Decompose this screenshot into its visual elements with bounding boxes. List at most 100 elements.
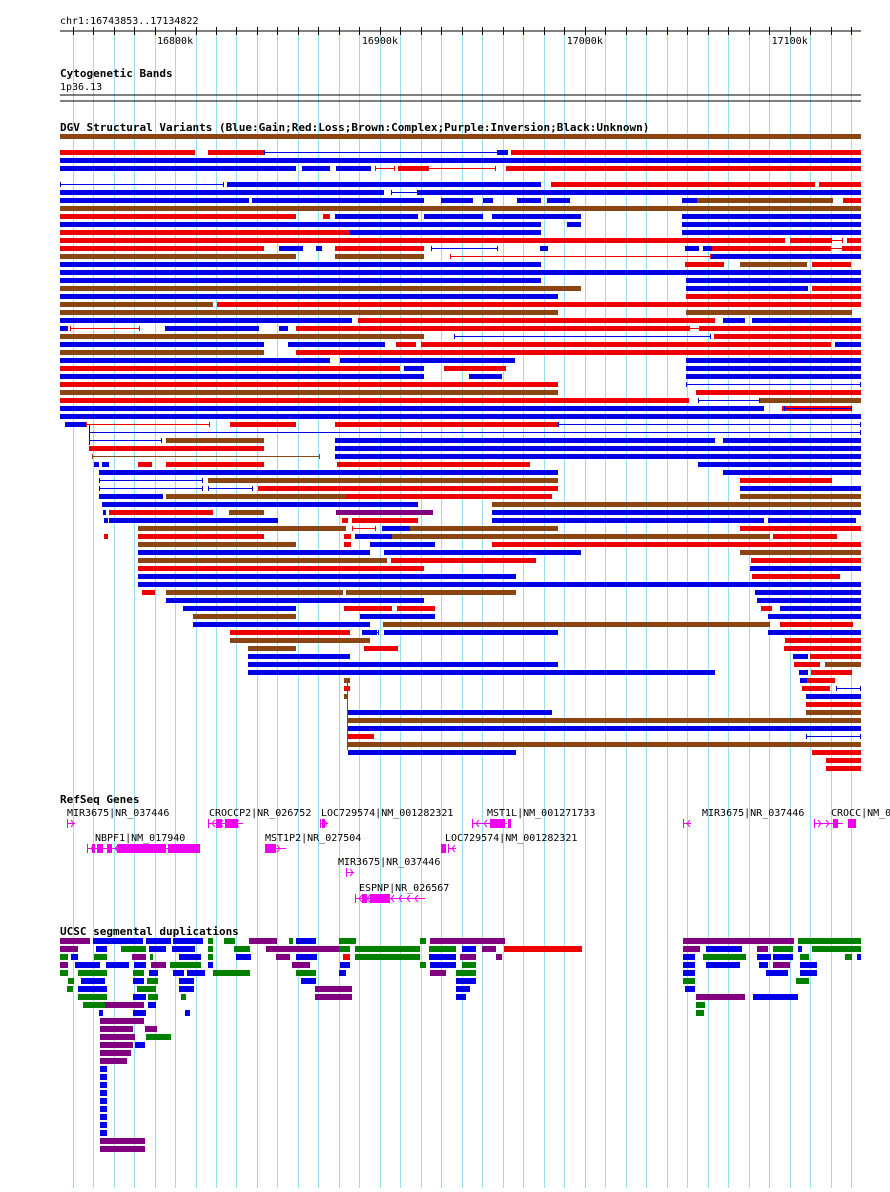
segdup-block[interactable] [462,962,476,968]
segdup-block[interactable] [78,970,107,976]
dgv-variant-loss[interactable] [352,518,418,523]
dgv-variant-loss[interactable] [138,462,152,467]
segdup-block[interactable] [315,986,352,992]
segdup-block[interactable] [148,1002,156,1008]
dgv-variant-loss[interactable] [86,424,210,425]
dgv-variant-gain[interactable] [799,670,808,675]
segdup-block[interactable] [100,1034,135,1040]
segdup-block[interactable] [420,938,426,944]
dgv-variant-gain[interactable] [350,230,541,235]
segdup-block[interactable] [703,954,746,960]
dgv-variant-loss[interactable] [686,294,861,299]
dgv-variant-gain[interactable] [682,230,861,235]
segdup-block[interactable] [81,978,105,984]
dgv-variant-loss[interactable] [60,238,729,243]
dgv-variant-complex[interactable] [229,510,264,515]
segdup-block[interactable] [683,954,695,960]
dgv-variant-gain[interactable] [348,710,552,715]
dgv-variant-gain[interactable] [355,534,392,539]
gene-exon[interactable] [92,844,95,853]
dgv-variant-loss[interactable] [391,558,536,563]
dgv-variant-gain[interactable] [360,614,435,619]
dgv-variant-gain[interactable] [336,166,371,171]
gene-exon[interactable] [362,894,367,903]
dgv-variant-complex[interactable] [60,350,264,355]
segdup-block[interactable] [798,938,861,944]
segdup-block[interactable] [60,946,78,952]
dgv-variant-gain[interactable] [682,222,861,227]
dgv-variant-complex[interactable] [230,638,370,643]
dgv-variant-gain[interactable] [248,670,715,675]
dgv-variant-loss[interactable] [843,198,861,203]
dgv-variant-loss[interactable] [812,286,861,291]
gene-label[interactable]: CROCCP2|NR_026752 [209,808,311,819]
dgv-variant-gain[interactable] [723,438,861,443]
gene-exon[interactable] [848,819,856,828]
dgv-variant-gain[interactable] [208,488,253,489]
segdup-block[interactable] [683,962,695,968]
segdup-block[interactable] [100,1082,107,1088]
dgv-variant-loss[interactable] [344,542,351,547]
dgv-variant-loss[interactable] [773,534,837,539]
dgv-variant-gain[interactable] [335,214,418,219]
dgv-variant-gain[interactable] [757,598,861,603]
dgv-variant-gain[interactable] [60,318,330,323]
segdup-block[interactable] [151,962,166,968]
dgv-variant-complex[interactable] [166,590,343,595]
dgv-variant-gain[interactable] [391,192,418,193]
segdup-block[interactable] [60,962,68,968]
dgv-variant-gain[interactable] [768,518,856,523]
segdup-block[interactable] [355,946,420,952]
dgv-variant-complex[interactable] [335,254,424,259]
dgv-variant-loss[interactable] [104,534,108,539]
dgv-variant-loss[interactable] [806,702,861,707]
dgv-variant-gain[interactable] [686,358,861,363]
segdup-block[interactable] [339,946,350,952]
dgv-variant-gain[interactable] [370,542,435,547]
dgv-variant-loss[interactable] [751,558,861,563]
dgv-variant-loss[interactable] [323,214,330,219]
dgv-variant-complex[interactable] [392,534,770,539]
dgv-variant-gain[interactable] [348,726,861,731]
dgv-variant-loss[interactable] [790,238,831,243]
segdup-block[interactable] [83,1002,107,1008]
dgv-variant-loss[interactable] [335,422,558,427]
segdup-block[interactable] [430,962,456,968]
dgv-variant-gain[interactable] [109,518,278,523]
segdup-block[interactable] [812,946,861,952]
dgv-variant-complex[interactable] [60,310,558,315]
dgv-variant-gain[interactable] [806,736,861,737]
dgv-variant-complex[interactable] [740,494,861,499]
dgv-variant-gain[interactable] [288,342,345,347]
segdup-block[interactable] [696,994,745,1000]
dgv-variant-gain[interactable] [835,342,861,347]
dgv-variant-gain[interactable] [793,654,808,659]
segdup-block[interactable] [456,986,470,992]
segdup-block[interactable] [148,994,158,1000]
gene-exon[interactable] [322,819,325,828]
segdup-block[interactable] [133,970,144,976]
segdup-block[interactable] [100,1058,127,1064]
segdup-block[interactable] [179,986,194,992]
segdup-block[interactable] [100,1042,133,1048]
dgv-variant-gain[interactable] [103,510,106,515]
segdup-block[interactable] [75,962,100,968]
dgv-variant-loss[interactable] [70,328,140,329]
dgv-variant-gain[interactable] [138,550,370,555]
segdup-block[interactable] [296,954,317,960]
segdup-block[interactable] [147,978,158,984]
dgv-variant-gain[interactable] [104,518,108,523]
segdup-block[interactable] [798,946,802,952]
segdup-block[interactable] [456,978,476,984]
dgv-variant-loss[interactable] [506,166,861,171]
segdup-block[interactable] [149,970,158,976]
dgv-variant-gain[interactable] [682,198,697,203]
dgv-variant-loss[interactable] [794,662,820,667]
segdup-block[interactable] [296,970,316,976]
dgv-variant-gain[interactable] [264,152,498,153]
dgv-variant-gain[interactable] [99,470,558,475]
dgv-variant-complex[interactable] [60,390,558,395]
segdup-block[interactable] [213,970,250,976]
segdup-block[interactable] [796,978,809,984]
dgv-variant-complex[interactable] [348,718,861,723]
